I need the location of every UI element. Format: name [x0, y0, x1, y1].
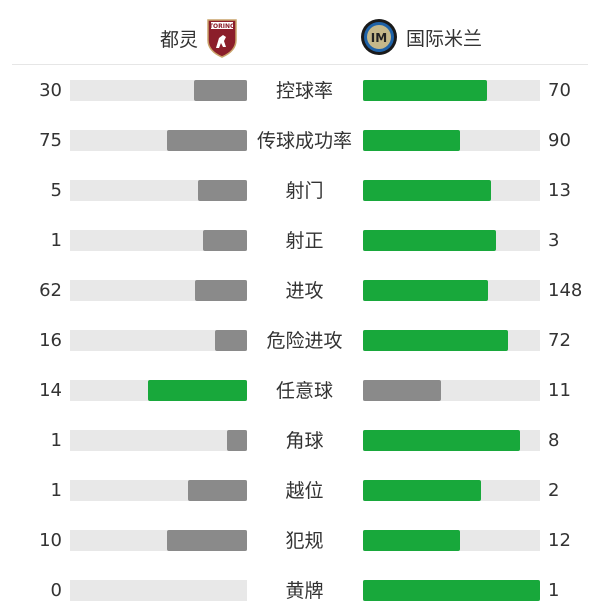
away-bar-fill: [363, 280, 488, 301]
away-bar-track: [363, 180, 540, 201]
away-bar-fill: [363, 230, 496, 251]
teams-header: 都灵 TORINO IM 国际米兰: [0, 0, 600, 64]
away-bar-fill: [363, 180, 491, 201]
away-bar-track: [363, 530, 540, 551]
away-bar-fill: [363, 330, 508, 351]
away-bar-track: [363, 80, 540, 101]
inter-logo-icon: IM: [361, 19, 397, 55]
home-bar-track: [70, 230, 247, 251]
stat-label: 危险进攻: [266, 330, 343, 352]
away-value: 8: [548, 430, 560, 451]
away-value: 13: [548, 180, 571, 201]
away-bar-track: [363, 330, 540, 351]
home-bar-track: [70, 530, 247, 551]
away-value: 2: [548, 480, 560, 501]
torino-logo-icon: TORINO: [207, 19, 237, 58]
home-bar-fill: [202, 230, 247, 251]
away-bar-fill: [363, 430, 521, 451]
home-value: 75: [39, 130, 62, 151]
home-value: 1: [50, 480, 62, 501]
away-value: 72: [548, 330, 571, 351]
away-bar-fill: [363, 130, 460, 151]
stat-row: 5 射门 13: [0, 179, 600, 203]
away-bar-fill: [363, 380, 441, 401]
stat-label: 控球率: [275, 80, 333, 102]
home-bar-fill: [227, 430, 247, 451]
away-team-name: 国际米兰: [406, 27, 483, 50]
away-bar-fill: [363, 80, 487, 101]
stat-label: 角球: [285, 430, 324, 452]
stat-row: 0 黄牌 1: [0, 579, 600, 603]
divider: [12, 64, 588, 65]
home-bar-fill: [194, 280, 247, 301]
away-bar-fill: [363, 580, 540, 601]
away-value: 1: [548, 580, 560, 601]
home-bar-track: [70, 80, 247, 101]
home-bar-fill: [166, 530, 247, 551]
home-team-name: 都灵: [160, 28, 199, 51]
home-bar-track: [70, 430, 247, 451]
home-value: 30: [39, 80, 62, 101]
stat-row: 1 角球 8: [0, 429, 600, 453]
stat-label: 犯规: [285, 530, 324, 552]
away-bar-track: [363, 380, 540, 401]
home-bar-track: [70, 180, 247, 201]
stat-row: 1 越位 2: [0, 479, 600, 503]
stat-label: 射门: [285, 180, 324, 202]
svg-text:IM: IM: [371, 31, 387, 45]
home-bar-fill: [197, 180, 247, 201]
stat-label: 进攻: [285, 280, 324, 302]
home-value: 16: [39, 330, 62, 351]
away-value: 90: [548, 130, 571, 151]
stat-row: 10 犯规 12: [0, 529, 600, 553]
home-bar-track: [70, 380, 247, 401]
stat-row: 1 射正 3: [0, 229, 600, 253]
svg-text:TORINO: TORINO: [209, 23, 235, 30]
stat-label: 射正: [285, 230, 324, 252]
home-bar-track: [70, 330, 247, 351]
away-value: 3: [548, 230, 560, 251]
stat-label: 任意球: [275, 380, 333, 402]
home-bar-track: [70, 130, 247, 151]
away-team: IM 国际米兰: [360, 18, 482, 56]
stat-row: 62 进攻 148: [0, 279, 600, 303]
away-bar-track: [363, 430, 540, 451]
home-value: 62: [39, 280, 62, 301]
away-bar-track: [363, 480, 540, 501]
home-value: 5: [50, 180, 62, 201]
home-bar-fill: [166, 130, 247, 151]
home-bar-track: [70, 280, 247, 301]
home-value: 1: [50, 430, 62, 451]
home-bar-fill: [193, 80, 247, 101]
home-bar-fill: [188, 480, 247, 501]
home-value: 10: [39, 530, 62, 551]
stat-row: 75 传球成功率 90: [0, 129, 600, 153]
away-bar-fill: [363, 530, 460, 551]
away-bar-track: [363, 280, 540, 301]
away-bar-fill: [363, 480, 481, 501]
home-bar-track: [70, 480, 247, 501]
away-bar-track: [363, 130, 540, 151]
home-value: 14: [39, 380, 62, 401]
stat-label: 黄牌: [285, 580, 324, 602]
home-bar-fill: [214, 330, 247, 351]
away-value: 148: [548, 280, 583, 301]
stat-row: 16 危险进攻 72: [0, 329, 600, 353]
home-bar-fill: [147, 380, 247, 401]
away-value: 11: [548, 380, 571, 401]
stat-row: 14 任意球 11: [0, 379, 600, 403]
stat-row: 30 控球率 70: [0, 79, 600, 103]
away-value: 12: [548, 530, 571, 551]
away-bar-track: [363, 580, 540, 601]
home-value: 1: [50, 230, 62, 251]
home-bar-track: [70, 580, 247, 601]
stat-label: 传球成功率: [256, 130, 352, 152]
away-value: 70: [548, 80, 571, 101]
home-value: 0: [50, 580, 62, 601]
stat-label: 越位: [285, 480, 324, 502]
away-bar-track: [363, 230, 540, 251]
home-team: 都灵 TORINO: [160, 18, 238, 58]
